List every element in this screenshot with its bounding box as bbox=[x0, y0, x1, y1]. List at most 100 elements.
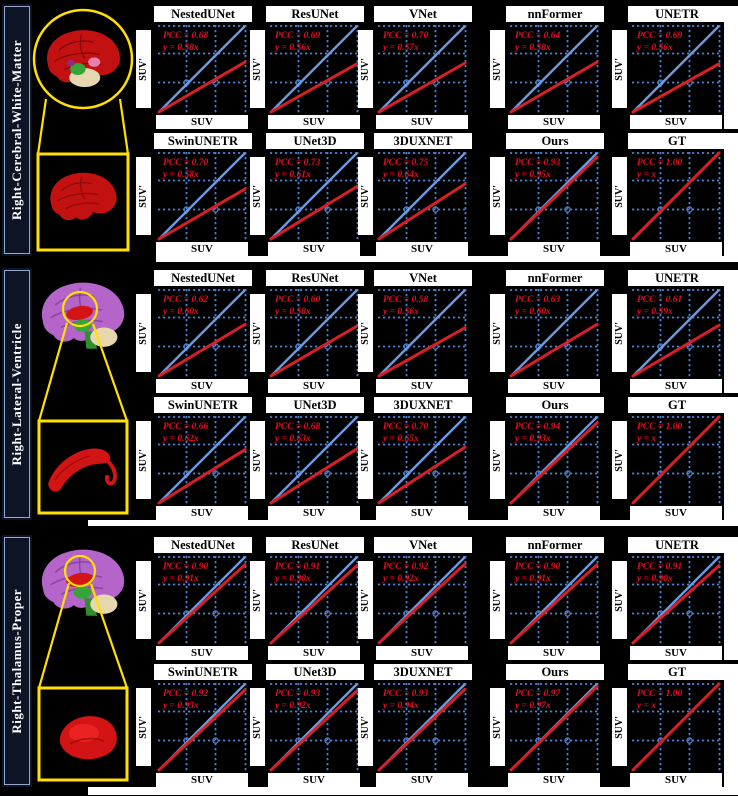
panel-title-gt: GT bbox=[628, 664, 726, 680]
regression-line bbox=[631, 564, 721, 645]
region-label-box: Right-Thalamus-Proper bbox=[4, 537, 30, 785]
panel-title-3duxnet: 3DUXNET bbox=[374, 397, 472, 413]
scatter-plot-nnformer: PCC = 0.63 y = 0.60x bbox=[508, 287, 600, 379]
brain-illustration-right-thalamus-proper bbox=[37, 549, 129, 782]
x-axis-label: SUV bbox=[630, 646, 722, 660]
identity-line bbox=[158, 289, 246, 377]
panel-title-nestedunet: NestedUNet bbox=[154, 6, 252, 22]
panel-title-swinunetr: SwinUNETR bbox=[154, 397, 252, 413]
panel-nestedunet: PCC = 0.68 y = 0.58x bbox=[156, 23, 248, 115]
pcc-annotation: PCC = 0.91 bbox=[275, 562, 320, 572]
y-axis-label: SUV' bbox=[612, 157, 627, 235]
y-axis-label: SUV' bbox=[136, 30, 151, 108]
y-axis-label: SUV' bbox=[612, 421, 627, 499]
panel-title-gt: GT bbox=[628, 133, 726, 149]
y-axis-label: SUV' bbox=[612, 30, 627, 108]
regression-line bbox=[631, 151, 721, 241]
regression-line bbox=[269, 564, 359, 645]
pcc-annotation: PCC = 0.94 bbox=[515, 422, 561, 432]
scatter-plot-vnet: PCC = 0.70 y = 0.57x bbox=[376, 23, 468, 115]
figure-margin bbox=[724, 133, 738, 256]
scatter-plot-unet3d: PCC = 0.68 y = 0.63x bbox=[268, 414, 360, 506]
panel-resunet: PCC = 0.60 y = 0.58x bbox=[268, 287, 360, 379]
regression-line bbox=[377, 687, 467, 772]
zoom-region-shape bbox=[59, 716, 117, 760]
identity-line bbox=[378, 416, 466, 504]
fit-equation-annotation: y = 0.63x bbox=[274, 434, 311, 444]
scatter-plot-gt: PCC = 1.00 y = x bbox=[630, 681, 722, 773]
scatter-plot-gt: PCC = 1.00 y = x bbox=[630, 414, 722, 506]
regression-line bbox=[377, 445, 467, 505]
brainstem-structure bbox=[70, 62, 86, 76]
pcc-annotation: PCC = 0.73 bbox=[275, 158, 321, 168]
identity-line bbox=[378, 152, 466, 240]
panel-title-unetr: UNETR bbox=[628, 537, 726, 553]
data-point-marker bbox=[324, 737, 331, 744]
pink-structure bbox=[88, 57, 101, 67]
x-axis-label: SUV bbox=[508, 646, 600, 660]
pcc-annotation: PCC = 0.91 bbox=[637, 562, 682, 572]
y-axis-label: SUV' bbox=[358, 294, 373, 372]
scatter-plot-nestedunet: PCC = 0.90 y = 0.91x bbox=[156, 554, 248, 646]
y-axis-label: SUV' bbox=[250, 30, 265, 108]
x-axis-label: SUV bbox=[508, 773, 600, 787]
x-axis-label: SUV bbox=[268, 379, 360, 393]
cerebellum bbox=[90, 594, 118, 614]
brain-wrinkle bbox=[56, 192, 99, 202]
x-axis-label: SUV bbox=[268, 646, 360, 660]
x-axis-label: SUV bbox=[630, 506, 722, 520]
figure-margin bbox=[724, 664, 738, 787]
pcc-annotation: PCC = 0.90 bbox=[163, 562, 209, 572]
brain-sagittal bbox=[47, 30, 120, 88]
pcc-annotation: PCC = 1.00 bbox=[637, 422, 683, 432]
panel-title-swinunetr: SwinUNETR bbox=[154, 133, 252, 149]
figure-margin bbox=[724, 6, 738, 129]
pcc-annotation: PCC = 0.66 bbox=[163, 422, 209, 432]
zoom-circle bbox=[61, 290, 99, 328]
panel-title-unetr: UNETR bbox=[628, 270, 726, 286]
pcc-annotation: PCC = 0.92 bbox=[383, 562, 429, 572]
regression-line bbox=[509, 60, 599, 114]
identity-line bbox=[270, 289, 358, 377]
data-point-marker bbox=[564, 737, 571, 744]
region-label: Right-Cerebral-White-Matter bbox=[9, 39, 24, 221]
x-axis-label: SUV bbox=[508, 115, 600, 129]
fit-equation-annotation: y = 0.59x bbox=[636, 307, 673, 317]
fit-equation-annotation: y = 0.58x bbox=[514, 43, 551, 53]
regression-line bbox=[509, 322, 599, 378]
regression-line bbox=[157, 187, 247, 241]
x-axis-label: SUV bbox=[156, 773, 248, 787]
y-axis-label: SUV' bbox=[250, 688, 265, 766]
zoom-region-shape bbox=[50, 172, 117, 221]
fit-equation-annotation: y = 0.65x bbox=[382, 434, 419, 444]
scatter-plot-gt: PCC = 1.00 y = x bbox=[630, 150, 722, 242]
figure-margin bbox=[88, 787, 738, 795]
pcc-annotation: PCC = 0.60 bbox=[275, 295, 321, 305]
panel-title-nnformer: nnFormer bbox=[506, 270, 604, 286]
panel-nestedunet: PCC = 0.62 y = 0.60x bbox=[156, 287, 248, 379]
panel-gt: PCC = 1.00 y = x bbox=[630, 414, 722, 506]
pcc-annotation: PCC = 0.93 bbox=[515, 158, 561, 168]
panel-title-ours: Ours bbox=[506, 397, 604, 413]
pcc-annotation: PCC = 0.68 bbox=[275, 422, 321, 432]
panel-unetr: PCC = 0.61 y = 0.59x bbox=[630, 287, 722, 379]
fit-equation-annotation: y = 0.60x bbox=[162, 307, 199, 317]
data-point-marker bbox=[432, 610, 439, 617]
fit-equation-annotation: y = 0.93x bbox=[514, 434, 551, 444]
panel-title-unet3d: UNet3D bbox=[266, 133, 364, 149]
y-axis-label: SUV' bbox=[358, 421, 373, 499]
x-axis-label: SUV bbox=[156, 115, 248, 129]
scatter-plot-3duxnet: PCC = 0.93 y = 0.94x bbox=[376, 681, 468, 773]
regression-line bbox=[509, 685, 599, 772]
regression-line bbox=[631, 323, 721, 378]
panel-resunet: PCC = 0.69 y = 0.56x bbox=[268, 23, 360, 115]
region-label-box: Right-Cerebral-White-Matter bbox=[4, 6, 30, 254]
panel-title-nestedunet: NestedUNet bbox=[154, 270, 252, 286]
panel-3duxnet: PCC = 0.70 y = 0.65x bbox=[376, 414, 468, 506]
pcc-annotation: PCC = 0.93 bbox=[275, 689, 321, 699]
x-axis-label: SUV bbox=[376, 646, 468, 660]
pcc-annotation: PCC = 0.64 bbox=[515, 31, 561, 41]
brain-wrinkle bbox=[79, 34, 86, 60]
data-point-marker bbox=[686, 470, 693, 477]
